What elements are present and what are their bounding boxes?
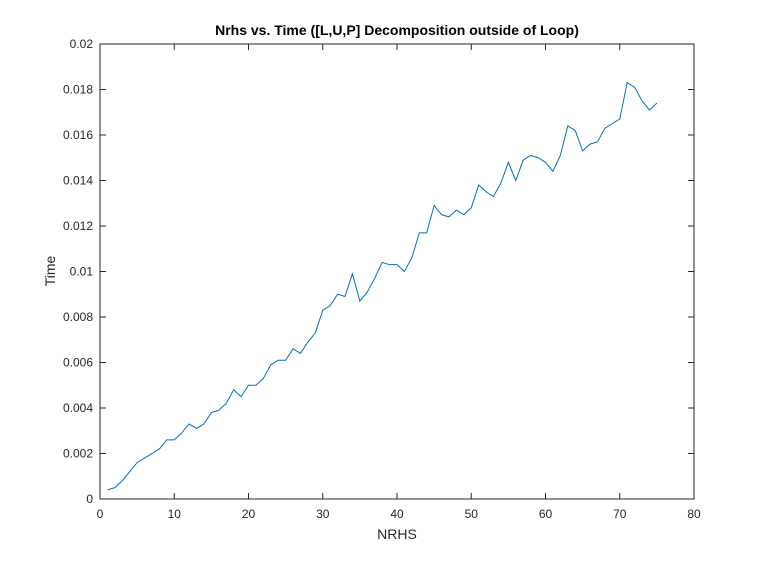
x-tick-label: 60 <box>539 507 553 521</box>
x-tick-label: 50 <box>465 507 479 521</box>
y-axis-ticks: 0 0.002 0.004 0.006 0.008 0.01 0.012 0.014 0.016… <box>63 37 694 506</box>
y-axis-label: Time <box>42 255 58 286</box>
plot-area <box>99 43 695 500</box>
x-tick-label: 70 <box>613 507 627 521</box>
y-tick-label: 0.016 <box>63 128 93 142</box>
x-axis-ticks: 0 10 20 30 40 50 60 70 80 <box>97 44 701 521</box>
y-tick-label: 0.018 <box>63 83 93 97</box>
x-tick-label: 0 <box>97 507 104 521</box>
x-tick-label: 30 <box>316 507 330 521</box>
x-tick-label: 40 <box>390 507 404 521</box>
y-tick-label: 0 <box>86 492 93 506</box>
x-tick-label: 10 <box>168 507 182 521</box>
x-tick-label: 20 <box>242 507 256 521</box>
y-tick-label: 0.008 <box>63 310 93 324</box>
y-tick-label: 0.004 <box>63 401 93 415</box>
y-tick-label: 0.006 <box>63 356 93 370</box>
x-axis-label: NRHS <box>377 526 417 542</box>
y-tick-label: 0.01 <box>70 265 94 279</box>
y-tick-label: 0.002 <box>63 447 93 461</box>
y-tick-label: 0.012 <box>63 219 93 233</box>
x-tick-label: 80 <box>687 507 701 521</box>
chart-title: Nrhs vs. Time ([L,U,P] Decomposition out… <box>215 22 579 38</box>
y-tick-label: 0.02 <box>70 37 94 51</box>
series-line <box>107 81 658 491</box>
y-tick-label: 0.014 <box>63 174 93 188</box>
